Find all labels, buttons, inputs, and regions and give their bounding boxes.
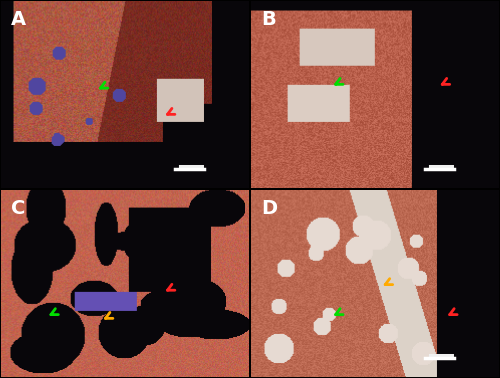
Text: A: A <box>11 10 26 29</box>
Text: D: D <box>261 199 277 218</box>
Text: C: C <box>11 199 26 218</box>
Text: B: B <box>261 10 276 29</box>
